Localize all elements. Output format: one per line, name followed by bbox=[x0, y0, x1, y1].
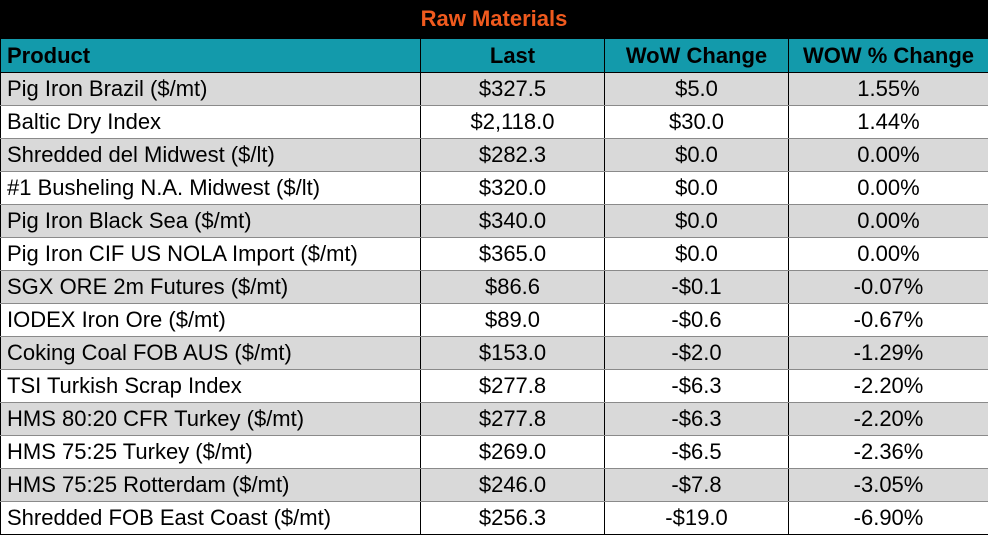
last-cell: $246.0 bbox=[420, 468, 605, 502]
raw-materials-table: Product Last WoW Change WOW % Change Pig… bbox=[0, 38, 988, 535]
last-cell: $153.0 bbox=[420, 336, 605, 370]
last-cell: $269.0 bbox=[420, 435, 605, 469]
wow-change-cell: -$0.6 bbox=[604, 303, 789, 337]
wow-pct-change-cell: 0.00% bbox=[788, 237, 988, 271]
product-cell: Shredded del Midwest ($/lt) bbox=[0, 138, 421, 172]
wow-pct-change-cell: 1.55% bbox=[788, 72, 988, 106]
table-row: SGX ORE 2m Futures ($/mt) $86.6 -$0.1 -0… bbox=[0, 270, 988, 304]
product-cell: #1 Busheling N.A. Midwest ($/lt) bbox=[0, 171, 421, 205]
table-row: Pig Iron CIF US NOLA Import ($/mt) $365.… bbox=[0, 237, 988, 271]
table-row: Coking Coal FOB AUS ($/mt) $153.0 -$2.0 … bbox=[0, 336, 988, 370]
product-cell: Pig Iron Black Sea ($/mt) bbox=[0, 204, 421, 238]
wow-change-cell: -$19.0 bbox=[604, 501, 789, 535]
product-cell: Shredded FOB East Coast ($/mt) bbox=[0, 501, 421, 535]
last-cell: $89.0 bbox=[420, 303, 605, 337]
wow-change-cell: $30.0 bbox=[604, 105, 789, 139]
product-cell: IODEX Iron Ore ($/mt) bbox=[0, 303, 421, 337]
wow-pct-change-cell: 0.00% bbox=[788, 171, 988, 205]
table-row: TSI Turkish Scrap Index $277.8 -$6.3 -2.… bbox=[0, 369, 988, 403]
wow-pct-change-cell: -2.20% bbox=[788, 369, 988, 403]
last-cell: $256.3 bbox=[420, 501, 605, 535]
wow-pct-change-cell: -2.36% bbox=[788, 435, 988, 469]
wow-change-cell: -$2.0 bbox=[604, 336, 789, 370]
wow-change-cell: -$6.3 bbox=[604, 402, 789, 436]
product-cell: Pig Iron CIF US NOLA Import ($/mt) bbox=[0, 237, 421, 271]
product-cell: HMS 80:20 CFR Turkey ($/mt) bbox=[0, 402, 421, 436]
table-title: Raw Materials bbox=[0, 0, 988, 38]
product-cell: Pig Iron Brazil ($/mt) bbox=[0, 72, 421, 106]
table-row: Pig Iron Brazil ($/mt) $327.5 $5.0 1.55% bbox=[0, 72, 988, 106]
last-cell: $327.5 bbox=[420, 72, 605, 106]
wow-pct-change-cell: 1.44% bbox=[788, 105, 988, 139]
column-header-wow-pct-change: WOW % Change bbox=[788, 38, 988, 73]
wow-change-cell: -$0.1 bbox=[604, 270, 789, 304]
table-row: HMS 75:25 Turkey ($/mt) $269.0 -$6.5 -2.… bbox=[0, 435, 988, 469]
last-cell: $340.0 bbox=[420, 204, 605, 238]
table-row: Baltic Dry Index $2,118.0 $30.0 1.44% bbox=[0, 105, 988, 139]
wow-change-cell: -$6.5 bbox=[604, 435, 789, 469]
product-cell: HMS 75:25 Rotterdam ($/mt) bbox=[0, 468, 421, 502]
last-cell: $365.0 bbox=[420, 237, 605, 271]
column-header-wow-change: WoW Change bbox=[604, 38, 789, 73]
wow-pct-change-cell: -0.67% bbox=[788, 303, 988, 337]
wow-change-cell: -$7.8 bbox=[604, 468, 789, 502]
table-row: IODEX Iron Ore ($/mt) $89.0 -$0.6 -0.67% bbox=[0, 303, 988, 337]
product-cell: Coking Coal FOB AUS ($/mt) bbox=[0, 336, 421, 370]
wow-pct-change-cell: -0.07% bbox=[788, 270, 988, 304]
last-cell: $277.8 bbox=[420, 402, 605, 436]
wow-change-cell: -$6.3 bbox=[604, 369, 789, 403]
table-row: Shredded FOB East Coast ($/mt) $256.3 -$… bbox=[0, 501, 988, 535]
last-cell: $2,118.0 bbox=[420, 105, 605, 139]
column-header-product: Product bbox=[0, 38, 421, 73]
wow-pct-change-cell: -1.29% bbox=[788, 336, 988, 370]
product-cell: HMS 75:25 Turkey ($/mt) bbox=[0, 435, 421, 469]
wow-pct-change-cell: -6.90% bbox=[788, 501, 988, 535]
last-cell: $86.6 bbox=[420, 270, 605, 304]
table-row: #1 Busheling N.A. Midwest ($/lt) $320.0 … bbox=[0, 171, 988, 205]
last-cell: $320.0 bbox=[420, 171, 605, 205]
wow-pct-change-cell: 0.00% bbox=[788, 138, 988, 172]
header-row: Product Last WoW Change WOW % Change bbox=[0, 38, 988, 73]
wow-change-cell: $0.0 bbox=[604, 204, 789, 238]
last-cell: $277.8 bbox=[420, 369, 605, 403]
last-cell: $282.3 bbox=[420, 138, 605, 172]
wow-change-cell: $5.0 bbox=[604, 72, 789, 106]
wow-pct-change-cell: -3.05% bbox=[788, 468, 988, 502]
table-row: HMS 75:25 Rotterdam ($/mt) $246.0 -$7.8 … bbox=[0, 468, 988, 502]
wow-change-cell: $0.0 bbox=[604, 138, 789, 172]
wow-change-cell: $0.0 bbox=[604, 171, 789, 205]
product-cell: TSI Turkish Scrap Index bbox=[0, 369, 421, 403]
wow-change-cell: $0.0 bbox=[604, 237, 789, 271]
table-row: Pig Iron Black Sea ($/mt) $340.0 $0.0 0.… bbox=[0, 204, 988, 238]
column-header-last: Last bbox=[420, 38, 605, 73]
table-row: HMS 80:20 CFR Turkey ($/mt) $277.8 -$6.3… bbox=[0, 402, 988, 436]
table-row: Shredded del Midwest ($/lt) $282.3 $0.0 … bbox=[0, 138, 988, 172]
product-cell: Baltic Dry Index bbox=[0, 105, 421, 139]
wow-pct-change-cell: -2.20% bbox=[788, 402, 988, 436]
product-cell: SGX ORE 2m Futures ($/mt) bbox=[0, 270, 421, 304]
wow-pct-change-cell: 0.00% bbox=[788, 204, 988, 238]
